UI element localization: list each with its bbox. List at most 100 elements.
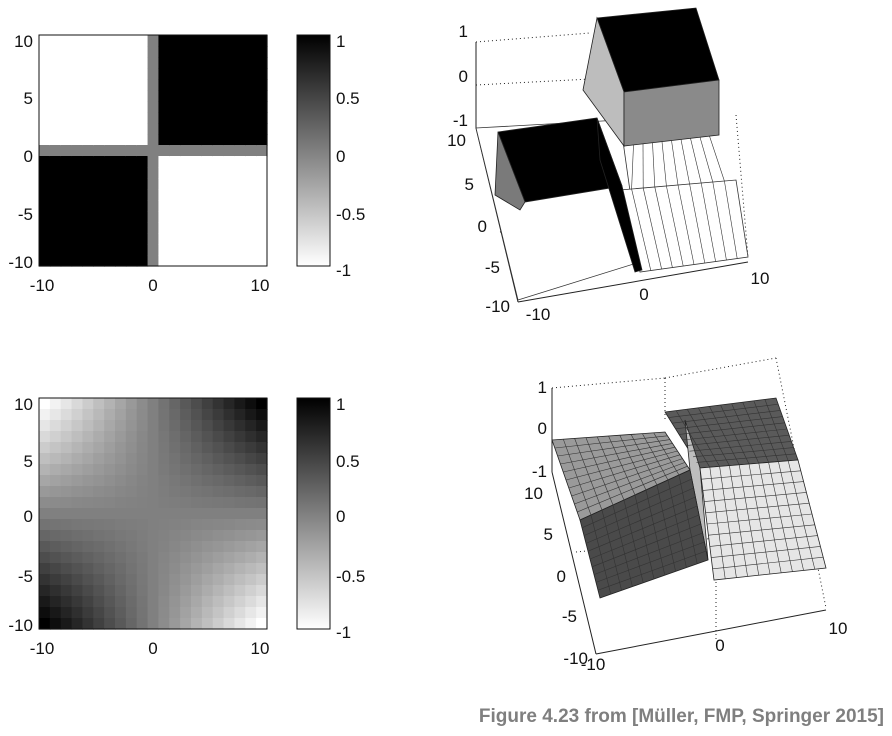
heatmap-cell: [60, 211, 73, 223]
heatmap-cell: [104, 442, 116, 454]
heatmap-cell: [82, 552, 94, 564]
ytick: 10: [524, 484, 543, 503]
heatmap-cell: [115, 508, 127, 520]
heatmap-cell: [158, 530, 170, 542]
heatmap-cell: [245, 90, 257, 102]
heatmap-cell: [191, 464, 203, 476]
heatmap-cell: [82, 486, 94, 498]
heatmap-cell: [234, 486, 246, 498]
mesh-line: [708, 524, 815, 536]
heatmap-cell: [180, 486, 192, 498]
mesh-line: [704, 492, 807, 502]
heatmap-cell: [39, 497, 51, 509]
heatmap-cell: [245, 233, 257, 245]
heatmap-cell: [223, 585, 236, 597]
heatmap-cell: [60, 585, 73, 597]
mesh-line: [680, 139, 690, 185]
mesh-line: [631, 188, 652, 271]
heatmap-cell: [201, 178, 214, 190]
mesh-line: [583, 487, 694, 536]
heatmap-cell: [180, 475, 192, 487]
heatmap-cell: [169, 541, 181, 553]
heatmap-cell: [60, 178, 73, 190]
heatmap-cell: [234, 530, 246, 542]
heatmap-cell: [125, 68, 138, 80]
heatmap-cell: [223, 563, 236, 575]
heatmap-cell: [49, 222, 62, 234]
ytick: -5: [485, 258, 500, 277]
heatmap-cell: [82, 134, 94, 146]
heatmap-cell: [49, 90, 62, 102]
heatmap-cell: [60, 464, 73, 476]
heatmap-cell: [60, 508, 73, 520]
heatmap-cell: [191, 552, 203, 564]
heatmap-cell: [245, 497, 257, 509]
xtick: -10: [526, 305, 551, 324]
heatmap-cell: [201, 156, 214, 168]
left-block-wall: [494, 131, 526, 211]
heatmap-cell: [39, 134, 51, 146]
heatmap-cell: [223, 442, 236, 454]
heatmap-cell: [104, 244, 116, 256]
ytick: 5: [544, 525, 553, 544]
heatmap-cell: [180, 79, 192, 91]
ztick: -1: [453, 111, 468, 130]
heatmap-cell: [71, 178, 84, 190]
heatmap-cell: [49, 541, 62, 553]
heatmap-cell: [191, 519, 203, 531]
mesh-line: [678, 422, 785, 435]
heatmap-cell: [180, 68, 192, 80]
heatmap-cell: [223, 156, 236, 168]
heatmap-cell: [39, 486, 51, 498]
heatmap-cell: [169, 57, 181, 69]
heatmap-cell: [191, 134, 203, 146]
heatmap-cell: [147, 35, 160, 47]
heatmap-cell: [256, 35, 268, 47]
heatmap-cell: [256, 618, 268, 630]
heatmap-cell: [180, 156, 192, 168]
heatmap-cell: [39, 222, 51, 234]
heatmap-cell: [147, 409, 160, 421]
heatmap-cell: [191, 101, 203, 113]
heatmap-cell: [191, 431, 203, 443]
heatmap-cell: [39, 442, 51, 454]
heatmap-cell: [71, 519, 84, 531]
heatmap-cell: [223, 552, 236, 564]
heatmap-cell: [49, 244, 62, 256]
heatmap-cell: [60, 530, 73, 542]
heatmap-cell: [39, 255, 51, 267]
heatmap-cell: [147, 497, 160, 509]
heatmap-cell: [158, 574, 170, 586]
colorbar-frame: [296, 34, 331, 267]
heatmap-cell: [212, 90, 225, 102]
heatmap-cell: [256, 420, 268, 432]
heatmap-cell: [39, 189, 51, 201]
heatmap-cell: [256, 79, 268, 91]
heatmap-cell: [191, 167, 203, 179]
heatmap-cell: [169, 46, 181, 58]
heatmap-cell: [93, 79, 105, 91]
heatmap-cell: [104, 134, 116, 146]
mesh-line: [685, 434, 790, 446]
heatmap-cell: [245, 200, 257, 212]
heatmap-cell: [256, 552, 268, 564]
heatmap-cell: [93, 244, 105, 256]
heatmap-cell: [191, 244, 203, 256]
heatmap-cell: [234, 596, 246, 608]
heatmap-cell: [158, 255, 170, 267]
heatmap-cell: [212, 563, 225, 575]
heatmap-cell: [60, 68, 73, 80]
heatmap-cell: [191, 211, 203, 223]
heatmap-cell: [125, 145, 138, 157]
heatmap-cell: [245, 57, 257, 69]
heatmap-cell: [223, 596, 236, 608]
heatmap-cell: [201, 255, 214, 267]
heatmap-cell: [71, 486, 84, 498]
heatmap-cell: [71, 233, 84, 245]
heatmap-cell: [158, 442, 170, 454]
heatmap-cell: [234, 420, 246, 432]
heatmap-cell: [136, 145, 149, 157]
heatmap-cell: [147, 200, 160, 212]
heatmap-cell: [71, 618, 84, 630]
heatmap-cell: [82, 46, 94, 58]
